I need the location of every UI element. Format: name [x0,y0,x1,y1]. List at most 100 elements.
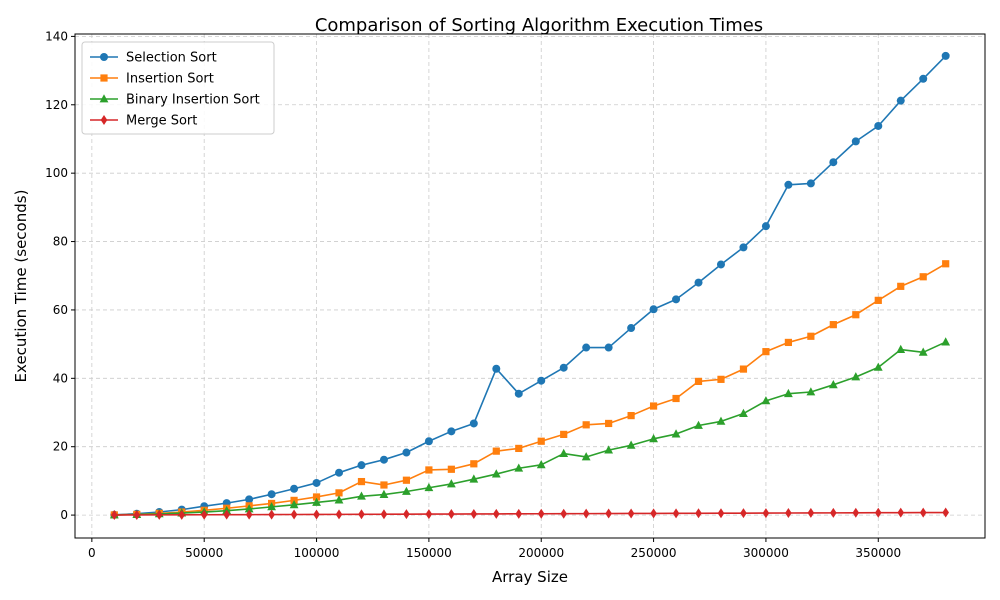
y-tick-label: 100 [45,166,68,180]
selection-sort-point [469,419,478,428]
insertion-sort-point [739,365,748,373]
selection-sort-point [672,295,681,304]
insertion-sort-point [605,419,613,428]
x-tick-label: 350000 [855,546,901,560]
merge-sort-point [627,508,635,519]
selection-sort-point [694,278,703,287]
insertion-sort-point [717,375,725,383]
insertion-sort-point [942,260,950,268]
merge-sort-point [785,508,792,519]
merge-sort-point [650,508,657,519]
binary-insertion-sort-point [806,387,816,396]
selection-sort-point [379,455,388,464]
binary-insertion-sort-point [559,448,569,457]
x-tick-label: 50000 [185,546,223,560]
legend: Selection Sort Insertion Sort Binary Inser… [81,41,275,135]
binary-insertion-sort-point [244,504,254,513]
binary-insertion-sort-point [828,380,838,389]
merge-sort-point [245,509,253,520]
merge-sort-point [852,507,860,518]
merge-sort-point [268,509,275,520]
selection-sort-point [874,121,883,130]
binary-insertion-sort-series [109,337,951,519]
binary-insertion-sort-point [761,396,771,405]
insertion-sort-point [560,430,568,438]
selection-sort-point [829,158,838,167]
binary-insertion-sort-point [424,482,434,492]
legend-label-insertion-sort: Insertion Sort [126,72,214,87]
insertion-sort-point [515,444,523,453]
merge-sort-point [919,507,927,518]
binary-insertion-sort-point [491,469,501,478]
selection-sort-point [559,363,568,372]
insertion-sort-point [897,282,905,290]
merge-sort-point [111,510,118,521]
y-tick-label: 120 [45,98,68,112]
merge-sort-point [830,507,837,518]
x-tick-label: 100000 [294,546,340,560]
selection-sort-point [335,468,344,477]
grid-lines [75,34,985,538]
x-tick-label: 200000 [518,546,564,560]
binary-insertion-sort-point [402,486,411,495]
legend-box [81,41,275,135]
insertion-sort-point [447,465,455,473]
selection-sort-point [716,260,725,269]
insertion-sort-point [919,273,927,281]
merge-sort-point [740,508,747,519]
legend-marker-selection-sort [100,53,108,61]
selection-sort-point [357,461,366,470]
legend-label-merge-sort: Merge Sort [126,114,197,129]
merge-sort-point [582,508,590,519]
binary-insertion-sort-point [851,372,861,381]
merge-sort-point [492,508,500,519]
binary-insertion-sort-point [941,337,951,346]
binary-insertion-sort-point [379,489,389,498]
binary-insertion-sort-point [918,347,928,356]
selection-sort-point [919,74,928,83]
insertion-sort-point [672,394,680,403]
insertion-sort-point [380,481,388,489]
binary-insertion-sort-point [581,452,591,461]
x-tick-label: 300000 [743,546,789,560]
merge-sort-point [313,509,320,520]
chart-title: Comparison of Sorting Algorithm Executio… [315,15,763,36]
binary-insertion-sort-point [649,434,658,443]
merge-sort-point [942,507,949,518]
merge-sort-point [537,508,545,519]
insertion-sort-point [784,338,792,347]
merge-sort-point [762,508,770,519]
selection-sort-point [896,96,905,105]
insertion-sort-point [874,296,882,304]
insertion-sort-point [312,493,321,501]
selection-sort-point [245,495,254,504]
selection-sort-point [761,222,770,231]
merge-sort-line [114,511,946,516]
selection-sort-point [941,51,950,60]
merge-sort-point [133,509,141,520]
binary-insertion-sort-point [694,420,703,429]
binary-insertion-sort-point [312,497,321,506]
legend-marker-merge-sort [100,115,108,125]
selection-sort-point [402,448,411,457]
x-axis: 0 50000 100000 150000 200000 250000 300000 3500… [88,538,901,560]
insertion-sort-line [114,263,947,516]
y-axis-label: Execution Time (seconds) [12,190,30,383]
insertion-sort-point [582,421,590,429]
legend-marker-binary-insertion-sort [99,94,109,103]
merge-sort-point [380,509,388,520]
selection-sort-point [604,343,613,352]
merge-sort-point [695,508,702,519]
y-tick-label: 20 [53,440,68,454]
legend-label-selection-sort: Selection Sort [126,51,217,66]
insertion-sort-point [852,311,860,319]
insertion-sort-point [357,477,366,486]
legend-label-binary-insertion-sort: Binary Insertion Sort [126,93,260,108]
insertion-sort-point [402,476,411,484]
selection-sort-point [424,437,433,446]
y-tick-label: 140 [45,29,68,43]
x-tick-label: 250000 [631,546,677,560]
insertion-sort-point [762,348,770,356]
selection-sort-point [537,376,546,385]
insertion-sort-point [335,489,343,497]
